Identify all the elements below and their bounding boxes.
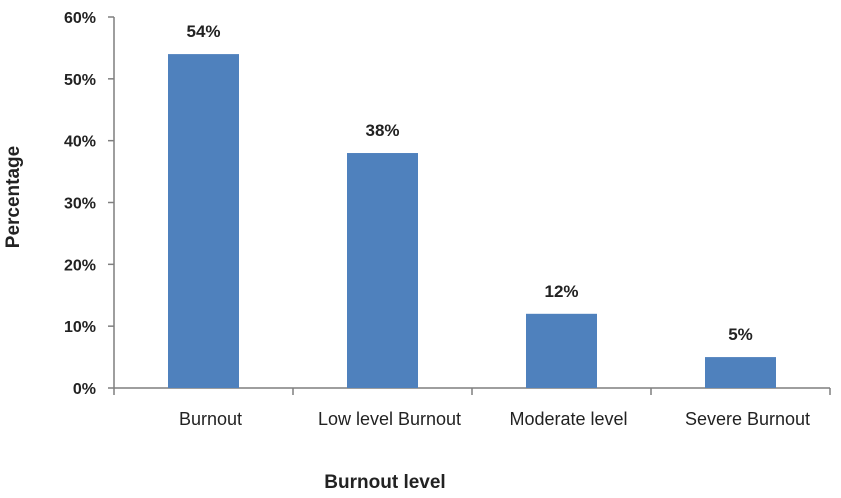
data-label: 12% (544, 282, 578, 301)
data-label: 38% (365, 121, 399, 140)
data-labels: 54% 38% 12% 5% (186, 22, 752, 344)
y-tick-label: 40% (64, 134, 96, 151)
bar-2 (347, 153, 418, 388)
bar-4 (705, 357, 776, 388)
x-axis: Burnout Low level Burnout Moderate level Se… (113, 387, 831, 429)
x-tick-label: Burnout (179, 409, 242, 429)
y-axis-title: Percentage (3, 146, 24, 248)
x-axis-title: Burnout level (324, 472, 445, 493)
y-tick-label: 0% (73, 381, 96, 398)
x-tick-label: Moderate level (509, 409, 627, 429)
bars (168, 54, 776, 388)
bar-3 (526, 313, 597, 388)
x-tick-label: Low level Burnout (318, 409, 461, 429)
y-tick-label: 60% (64, 10, 96, 27)
bar-1 (168, 54, 239, 388)
y-tick-label: 30% (64, 196, 96, 213)
y-tick-label: 10% (64, 319, 96, 336)
data-label: 54% (186, 22, 220, 41)
y-tick-label: 50% (64, 72, 96, 89)
x-tick-label: Severe Burnout (685, 409, 810, 429)
y-axis: 0% 10% 20% 30% 40% 50% 60% (64, 10, 115, 398)
data-label: 5% (728, 325, 753, 344)
y-tick-label: 20% (64, 257, 96, 274)
